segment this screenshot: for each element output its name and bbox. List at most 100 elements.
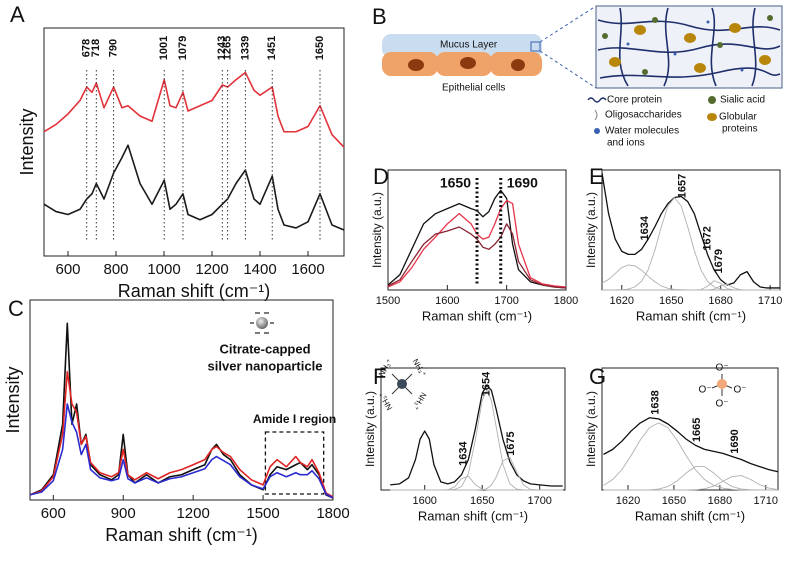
y-axis-label: Intensity (a.u.) [363,391,377,467]
x-tick-label: 1680 [708,295,732,307]
plot-frame [387,169,567,291]
sialic-acid [652,17,658,23]
peak-label: 1634 [639,215,651,240]
nucleus [511,59,525,71]
peak-label: 1650 [314,36,326,60]
center-atom [397,379,407,389]
zoom-line [539,50,597,89]
sialic-acid [767,15,773,21]
panel-letter: D [373,164,389,189]
globular-protein [694,63,706,73]
spectrum-line [602,283,780,291]
legend-text: proteins [722,124,758,135]
spectrum-line [29,403,334,499]
core-protein [751,7,757,87]
peak-label: 1634 [458,441,470,466]
panel: C 600 900 1200 1500 1800 Raman shift (cm⁻¹) Int… [3,296,350,545]
peak-label: 1675 [505,431,517,455]
peak-label: 1001 [158,36,170,60]
peak-label: 1665 [691,418,703,442]
x-tick-label: 1710 [758,295,782,307]
legend-text: Core protein [607,95,662,106]
protein-network [597,7,781,87]
icon-label: NH₃⁺ [411,391,428,412]
peak-label: 1243 [216,36,228,60]
peak-label: 718 [90,39,102,57]
peak-label: 1265 [222,36,234,60]
panel: D 1500 1600 1700 1800 Raman shift (cm⁻¹) Inten… [370,164,578,324]
x-axis-label: Raman shift (cm⁻¹) [636,308,746,323]
globular-protein [729,23,741,33]
x-tick-label: 1800 [554,295,578,307]
x-tick-label: 1650 [659,295,683,307]
water-molecule [626,42,630,46]
legend-icon [587,97,607,103]
spectrum-line [43,144,345,231]
x-tick-label: 900 [111,505,136,522]
x-tick-label: 1000 [147,261,180,278]
core-protein [618,7,629,87]
x-tick-label: 1620 [616,495,640,507]
y-axis-label: Intensity (a.u.) [584,391,598,467]
sialic-acid [602,33,608,39]
legend-icon [707,113,717,121]
plot-frame [43,27,345,257]
region-label: Amide I region [253,412,336,426]
panel-letter: E [589,164,604,189]
globular-protein [634,25,646,35]
spectrum-line [390,456,563,491]
water-molecule [740,68,744,72]
core-protein [599,67,781,79]
peak-label: 1451 [266,36,278,60]
core-protein [597,43,781,54]
diagram-b: B Mucus Layer Epithelial cells [372,4,783,149]
core-protein [597,19,781,32]
panel-letter: C [8,296,24,321]
x-tick-label: 1600 [435,295,459,307]
x-tick-label: 1650 [470,495,494,507]
x-tick-label: 1620 [610,295,634,307]
nucleus [408,59,424,71]
zoom-line [539,5,597,43]
x-tick-label: 1700 [494,295,518,307]
icon-label: O⁻ [733,385,746,396]
panel: G 1620 1650 1680 1710 Raman shift (cm⁻¹) Inten… [584,364,779,523]
x-tick-label: 1200 [195,261,228,278]
spectrum-line [603,417,779,473]
y-axis-label: Intensity (a.u.) [584,192,598,268]
water-molecule [706,20,710,24]
peak-label: 1638 [649,390,661,414]
x-axis-label: Raman shift (cm⁻¹) [422,308,532,323]
y-axis-label: Intensity [17,108,37,175]
annotation-text: Citrate-capped [219,341,310,356]
legend-text: Oligosaccharides [605,110,682,121]
x-tick-label: 1700 [527,495,551,507]
center-atom [717,379,727,389]
mucus-label: Mucus Layer [440,40,498,51]
x-tick-label: 1500 [376,295,400,307]
icon-label: O⁻ [715,399,728,410]
spectrum-line [603,466,778,491]
peak-label: 1654 [481,371,493,396]
y-axis-label: Intensity (a.u.) [370,192,384,268]
spectrum-line [601,264,780,291]
peak-label: 1339 [239,36,251,60]
globular-protein [684,33,696,43]
spectrum-line [387,189,567,289]
x-axis-label: Raman shift (cm⁻¹) [105,525,258,545]
oxyanion-icon: O⁻ O⁻ O⁻ O⁻ [698,363,746,410]
x-axis-label: Raman shift (cm⁻¹) [635,508,745,523]
globular-protein [609,57,621,67]
peak-label: 1679 [713,249,725,273]
spectrum-line [601,172,780,289]
x-tick-label: 1710 [754,495,778,507]
panel-letter: A [10,2,25,27]
sialic-acids [602,15,773,75]
peak-label: 1672 [701,226,713,250]
panel-letter: G [589,364,606,389]
peak-label: 678 [81,39,93,57]
panel-letter: B [372,4,387,29]
x-tick-label: 1800 [316,505,349,522]
